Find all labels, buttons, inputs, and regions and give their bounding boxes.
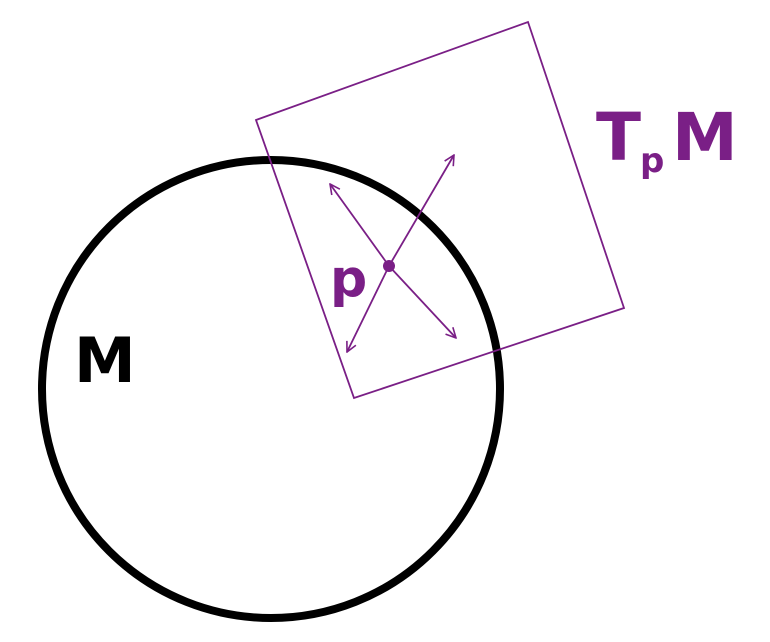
tangent-vector-down-left (347, 265, 390, 352)
tangent-plane-square (254, 20, 626, 400)
point-p-label: p (330, 249, 367, 309)
manifold-label: M (74, 324, 136, 397)
tangent-space-label-T: T (596, 99, 641, 176)
tangent-vector-up-right (388, 155, 454, 267)
tangent-vector-down-right (388, 265, 456, 338)
tangent-space-label-M: M (672, 99, 738, 176)
tangent-space-label: T p M (596, 99, 738, 181)
tangent-space-label-subscript: p (640, 141, 664, 181)
point-p-dot (383, 260, 395, 272)
tangent-vector-up-left (330, 184, 390, 267)
